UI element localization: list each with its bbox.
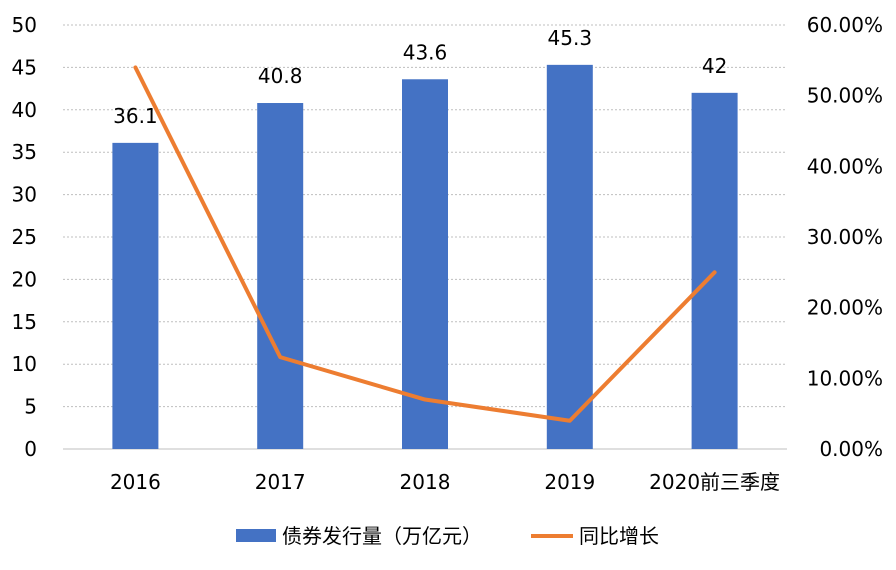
legend-line-label: 同比增长: [579, 524, 659, 548]
y-right-tick-label: 20.00%: [807, 296, 883, 320]
bar: [546, 64, 593, 449]
y-right-tick-label: 60.00%: [807, 13, 883, 37]
bar: [257, 103, 304, 450]
legend-bar-label: 债券发行量（万亿元）: [282, 524, 482, 548]
y-left-tick-label: 5: [24, 395, 37, 419]
y-right-tick-label: 30.00%: [807, 225, 883, 249]
bar-data-label: 40.8: [258, 64, 303, 88]
bar-data-label: 42: [702, 54, 727, 78]
y-left-tick-label: 50: [12, 13, 37, 37]
data-labels: 36.1 40.8 43.6 45.3 42: [113, 26, 727, 128]
y-left-tick-label: 10: [12, 352, 37, 376]
bar: [112, 142, 159, 449]
y-left-tick-label: 30: [12, 183, 37, 207]
y-right-tick-label: 10.00%: [807, 366, 883, 390]
bar-data-label: 36.1: [113, 104, 158, 128]
legend: 债券发行量（万亿元） 同比增长: [236, 524, 659, 548]
y-left-tick-label: 35: [12, 140, 37, 164]
y-left-tick-label: 20: [12, 267, 37, 291]
x-tick-label: 2018: [400, 470, 451, 494]
y-left-tick-label: 45: [12, 55, 37, 79]
y-left-tick-label: 40: [12, 98, 37, 122]
x-tick-label: 2017: [255, 470, 306, 494]
x-axis-ticks: 2016 2017 2018 2019 2020前三季度: [110, 470, 780, 494]
y-right-tick-label: 50.00%: [807, 84, 883, 108]
y-right-tick-label: 0.00%: [819, 437, 883, 461]
bar-data-label: 45.3: [548, 26, 593, 50]
bar: [402, 79, 448, 449]
y-left-tick-label: 25: [12, 225, 37, 249]
x-tick-label: 2019: [544, 470, 595, 494]
y-left-tick-label: 15: [12, 310, 37, 334]
y-left-tick-label: 0: [24, 437, 37, 461]
y-right-tick-label: 40.00%: [807, 154, 883, 178]
x-tick-label: 2020前三季度: [649, 470, 780, 494]
growth-line: [133, 65, 717, 423]
bar-series: [112, 64, 738, 450]
line-series: [133, 65, 717, 423]
x-tick-label: 2016: [110, 470, 161, 494]
right-axis-ticks: 0.00% 10.00% 20.00% 30.00% 40.00% 50.00% 60.00…: [807, 13, 883, 461]
bar-data-label: 43.6: [403, 40, 448, 64]
legend-bar-swatch: [236, 529, 276, 542]
left-axis-ticks: 0 5 10 15 20 25 30 35 40 45 50: [12, 13, 37, 461]
